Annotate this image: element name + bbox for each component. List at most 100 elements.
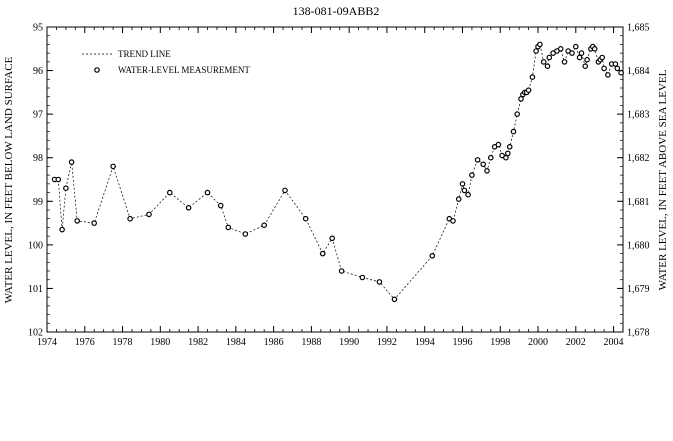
x-tick-label: 1986 [264, 337, 284, 348]
legend: TREND LINE WATER-LEVEL MEASUREMENT [82, 49, 250, 75]
water-level-measurement-point [110, 163, 116, 170]
water-level-measurement-point [525, 87, 532, 94]
x-tick-label: 2004 [604, 337, 624, 348]
y-right-tick-label: 1,678 [627, 328, 650, 339]
water-level-measurement-point [578, 50, 585, 56]
legend-measurement-label: WATER-LEVEL MEASUREMENT [118, 65, 250, 75]
water-level-measurement-point [601, 65, 607, 72]
water-level-measurement-point [204, 189, 211, 196]
water-level-measurement-point [459, 181, 466, 187]
legend-measurement-swatch [94, 67, 100, 73]
x-tick-label: 1998 [490, 337, 510, 348]
water-level-measurement-point [225, 224, 232, 231]
y-left-tick-label: 97 [33, 110, 43, 121]
water-level-measurement-point [359, 274, 366, 281]
water-level-measurement-point [465, 191, 471, 198]
water-level-measurement-point [480, 161, 487, 168]
water-level-measurement-point [605, 72, 611, 78]
y-right-tick-label: 1,684 [627, 66, 650, 77]
trend-line [54, 43, 622, 300]
water-level-measurement-point [591, 45, 598, 52]
x-tick-label: 2000 [528, 337, 548, 348]
water-level-measurement-point [319, 250, 326, 257]
measurement-points [51, 41, 624, 303]
y-left-tick-label: 102 [28, 328, 43, 339]
x-tick-label: 1982 [188, 337, 208, 348]
x-tick-label: 1978 [113, 337, 133, 348]
water-level-measurement-point [529, 74, 536, 80]
water-level-measurement-point [546, 54, 553, 61]
water-level-measurement-point [612, 61, 619, 67]
water-level-measurement-point [91, 220, 98, 226]
water-level-measurement-point [557, 45, 564, 52]
water-level-measurement-point [74, 218, 81, 224]
y-right-tick-label: 1,685 [627, 23, 650, 34]
water-level-measurement-point [569, 50, 575, 56]
water-level-measurement-point [518, 96, 524, 102]
water-level-measurement-point [450, 218, 456, 224]
water-level-measurement-point [484, 168, 490, 174]
y-left-tick-label: 96 [33, 66, 43, 77]
water-level-measurement-point [63, 185, 69, 192]
x-tick-label: 1976 [75, 337, 95, 348]
y-left-tick-label: 99 [33, 197, 43, 208]
water-level-measurement-point [167, 189, 173, 196]
water-level-measurement-point [614, 65, 621, 72]
x-tick-label: 1988 [301, 337, 321, 348]
water-level-measurement-point [329, 235, 336, 242]
water-level-measurement-point [217, 202, 224, 209]
water-level-measurement-point [469, 172, 475, 178]
water-level-measurement-point [537, 41, 543, 48]
water-level-measurement-point [302, 215, 309, 222]
water-level-measurement-point [185, 205, 192, 211]
y-right-tick-label: 1,679 [627, 284, 650, 295]
water-level-measurement-point [59, 226, 65, 233]
y-left-tick-label: 100 [28, 240, 43, 251]
water-level-measurement-point [68, 159, 75, 165]
x-tick-label: 1990 [339, 337, 359, 348]
y-right-tick-label: 1,680 [627, 240, 650, 251]
water-level-measurement-point [533, 48, 539, 54]
water-level-measurement-point [338, 268, 345, 274]
y-right-tick-label: 1,682 [627, 153, 650, 164]
x-tick-label: 2002 [566, 337, 586, 348]
water-level-measurement-point [282, 187, 288, 194]
water-level-measurement-point [376, 279, 383, 285]
water-level-measurement-point [474, 157, 481, 163]
legend-trend-line-label: TREND LINE [118, 49, 171, 59]
x-tick-label: 1974 [37, 337, 57, 348]
y-axis-left: 95 96 97 98 99 100 101 102 [28, 23, 53, 339]
x-tick-label: 1984 [226, 337, 246, 348]
water-level-measurement-point [561, 59, 568, 65]
water-level-measurement-point [618, 69, 624, 76]
water-level-measurement-point [510, 128, 517, 135]
water-level-measurement-point [506, 144, 513, 150]
y-right-tick-label: 1,681 [627, 197, 650, 208]
plot-area-frame [46, 26, 624, 333]
water-level-measurement-point [544, 63, 551, 69]
chart-title: 138-081-09ABB2 [293, 4, 380, 18]
x-tick-label: 1996 [452, 337, 472, 348]
water-level-measurement-point [391, 296, 398, 303]
y-right-tick-label: 1,683 [627, 110, 650, 121]
water-level-measurement-point [487, 154, 494, 161]
y-left-tick-label: 98 [33, 153, 43, 164]
water-level-measurement-point [504, 150, 511, 157]
water-level-measurement-point [461, 187, 468, 194]
water-level-measurement-point [584, 56, 590, 63]
water-level-measurement-point [146, 211, 152, 218]
water-level-measurement-point [599, 54, 606, 61]
y-left-tick-label: 95 [33, 23, 43, 34]
y-axis-right-label: WATER LEVEL, IN FEET ABOVE SEA LEVEL [657, 69, 669, 290]
water-level-measurement-point [495, 141, 502, 148]
water-level-measurement-point [514, 111, 521, 117]
water-level-measurement-point [261, 222, 268, 229]
x-tick-label: 1994 [415, 337, 435, 348]
water-level-measurement-point [455, 196, 462, 202]
y-left-tick-label: 101 [28, 284, 43, 295]
water-level-measurement-point [242, 231, 249, 237]
water-level-measurement-point [576, 54, 583, 61]
water-level-measurement-point [540, 59, 547, 65]
water-level-measurement-point [429, 253, 436, 259]
